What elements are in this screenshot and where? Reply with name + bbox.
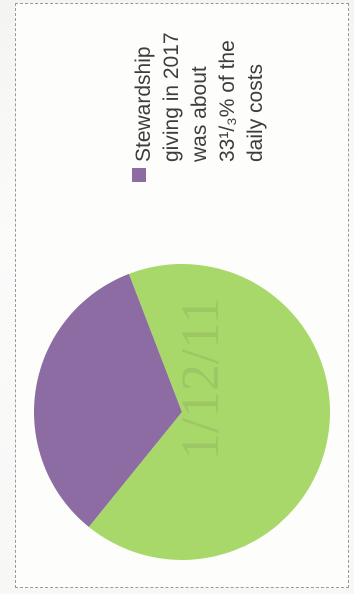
legend-line-4: 33¹/₃% of the [216, 40, 239, 162]
legend-line-2: giving in 2017 [160, 32, 183, 162]
watermark-text: 1/12/11 [170, 297, 230, 460]
legend-line-1: Stewardship [132, 46, 155, 162]
legend-line-3: was about [188, 66, 211, 163]
pie-slice-1 [33, 273, 182, 528]
legend: Stewardship giving in 2017 was about 33¹… [132, 32, 267, 163]
pie-slices [33, 264, 330, 560]
legend-swatch [132, 168, 146, 182]
pie-slice-2 [88, 264, 330, 560]
legend-line-5: daily costs [244, 64, 267, 162]
